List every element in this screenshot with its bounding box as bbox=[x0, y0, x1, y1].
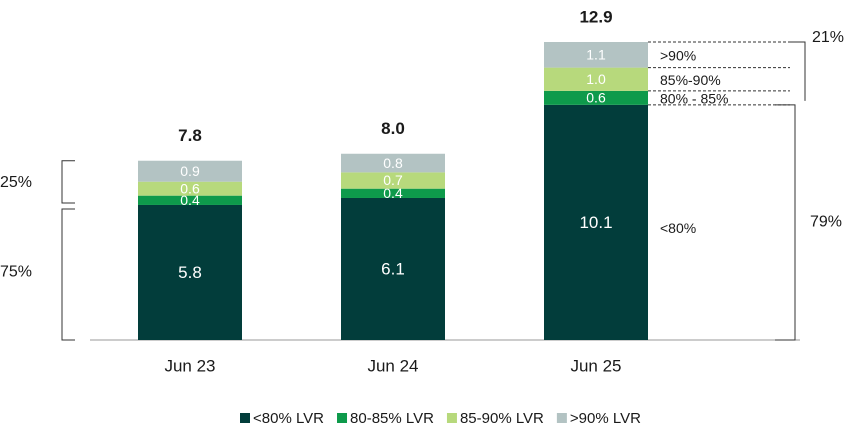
bar-segment bbox=[138, 204, 242, 340]
segment-annotation: 85%-90% bbox=[660, 72, 721, 88]
x-tick-label: Jun 23 bbox=[164, 356, 215, 375]
legend-swatch bbox=[446, 413, 457, 423]
segment-annotation: >90% bbox=[660, 48, 696, 64]
segment-label: 0.6 bbox=[586, 90, 606, 106]
bracket bbox=[61, 208, 75, 341]
legend-swatch bbox=[337, 413, 348, 423]
bar-segment bbox=[544, 67, 648, 91]
bracket bbox=[790, 41, 806, 101]
x-tick-label: Jun 24 bbox=[367, 356, 418, 375]
segment-label: 0.6 bbox=[180, 180, 200, 196]
bracket bbox=[61, 160, 75, 204]
segment-label: 6.1 bbox=[381, 259, 405, 278]
bar-segment bbox=[341, 197, 445, 340]
bar-segment bbox=[138, 160, 242, 182]
segment-label: 5.8 bbox=[178, 263, 202, 282]
bar-segment bbox=[138, 181, 242, 196]
total-label: 7.8 bbox=[178, 126, 202, 145]
annotation: 21% bbox=[812, 29, 844, 46]
legend-label: <80% LVR bbox=[253, 410, 324, 427]
bar-segment bbox=[544, 104, 648, 340]
segment-label: 0.9 bbox=[180, 163, 200, 179]
segment-annotation: <80% bbox=[660, 220, 696, 236]
bar-segment bbox=[138, 195, 242, 205]
bar-segment bbox=[341, 172, 445, 189]
segment-label: 0.7 bbox=[383, 172, 403, 188]
segment-label: 1.1 bbox=[586, 47, 606, 63]
legend-swatch bbox=[556, 413, 567, 423]
segment-label: 0.4 bbox=[180, 192, 200, 208]
bracket bbox=[775, 104, 796, 341]
legend-label: 80-85% LVR bbox=[350, 410, 434, 427]
annotation: 75% bbox=[0, 264, 32, 281]
legend-label: 85-90% LVR bbox=[460, 410, 544, 427]
legend-swatch bbox=[240, 413, 250, 423]
legend-label: >90% LVR bbox=[570, 410, 641, 427]
bar-segment bbox=[341, 188, 445, 198]
annotation: 25% bbox=[0, 174, 32, 191]
segment-label: 1.0 bbox=[586, 71, 606, 87]
total-label: 12.9 bbox=[579, 7, 612, 26]
total-label: 8.0 bbox=[381, 119, 405, 138]
bar-segment bbox=[341, 153, 445, 173]
x-tick-label: Jun 25 bbox=[570, 356, 621, 375]
segment-label: 0.8 bbox=[383, 155, 403, 171]
bar-segment bbox=[544, 42, 648, 68]
segment-label: 10.1 bbox=[579, 213, 612, 232]
segment-annotation: 80% - 85% bbox=[660, 91, 728, 107]
segment-label: 0.4 bbox=[383, 185, 403, 201]
annotation: 79% bbox=[810, 214, 842, 231]
bar-segment bbox=[544, 90, 648, 105]
